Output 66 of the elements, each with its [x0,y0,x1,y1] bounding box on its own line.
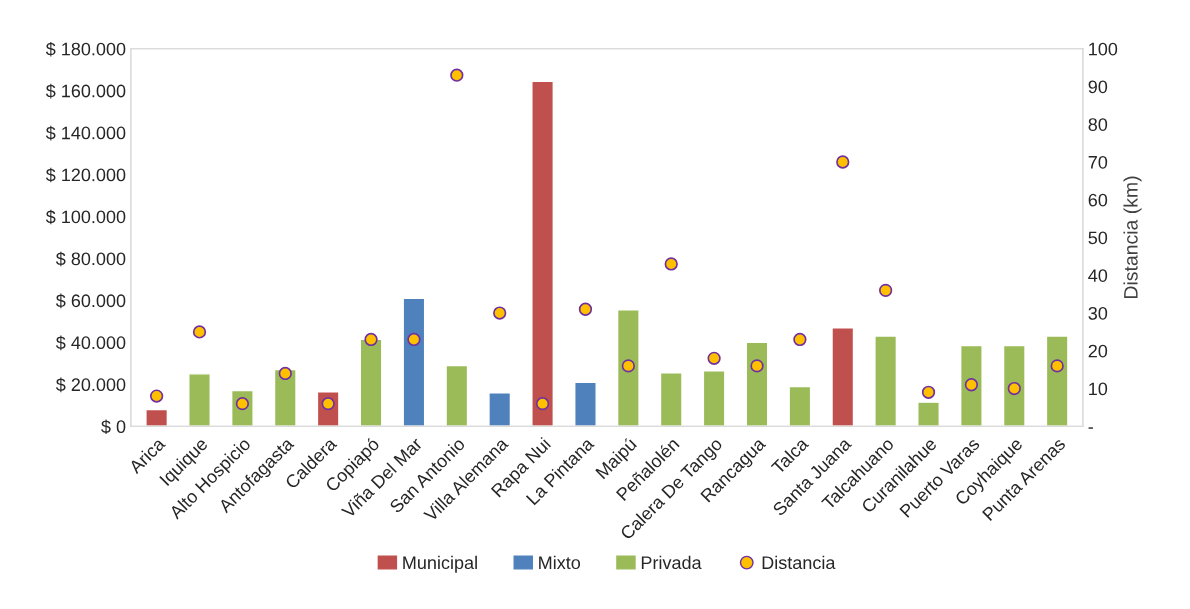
point [450,68,464,82]
y-tick-label: $ 140.000 [45,125,126,141]
bar [831,327,855,427]
point [964,378,979,392]
point [836,155,850,169]
bar [874,335,898,427]
bar [145,408,169,427]
y-tick-label: $ 60.000 [55,293,126,309]
y-tick-label: $ 80.000 [55,251,126,267]
point [793,332,807,347]
point [278,366,292,381]
point [578,302,593,316]
y2-tick-label: 100 [1089,42,1118,56]
point [1007,381,1021,396]
y2-tick-label: 60 [1088,193,1108,207]
y-tick-label: $ 160.000 [45,83,126,99]
point [921,385,936,399]
legend-label: Mixto [539,555,581,570]
point [364,332,378,347]
bar [359,338,383,427]
bar [659,372,683,427]
y2-tick-label: - [1088,427,1093,429]
y2-tick-label: 80 [1088,118,1108,131]
bar [488,392,512,427]
bar [788,385,812,427]
bar [917,401,940,427]
y2-tick-label: 30 [1088,306,1108,320]
point [878,283,893,298]
y-tick-label: $ 100.000 [45,209,126,225]
y2-tick-label: 40 [1088,269,1108,282]
y2-axis-title: Distancia (km) [1123,176,1142,299]
bar [273,368,297,427]
bar [616,309,640,427]
legend-label: Distancia [762,555,836,570]
bar [402,297,426,427]
point [535,397,550,411]
y2-tick-label: 10 [1089,382,1108,396]
y-tick-label: $ 120.000 [45,167,126,183]
bar [959,344,983,427]
y-tick-label: $ 0 [101,419,126,435]
bar [188,373,211,427]
bar [745,341,769,427]
y-tick-label: $ 40.000 [55,335,126,351]
y2-tick-label: 70 [1088,155,1108,169]
point [407,332,421,347]
legend-label: Municipal [403,555,477,573]
y2-tick-label: 20 [1088,344,1108,358]
point [750,359,764,373]
point [621,359,635,373]
bar [574,381,597,427]
legend-label: Privada [641,555,702,570]
bar [1045,335,1069,427]
point [664,257,678,271]
point [493,306,507,320]
point [149,389,164,403]
point [1050,359,1064,373]
y-tick-label: $ 180.000 [45,41,126,57]
y2-tick-label: 90 [1088,80,1108,94]
bar [1002,344,1026,427]
point [707,351,721,365]
bar [445,364,469,427]
y-tick-label: $ 20.000 [55,377,126,393]
point [192,325,207,339]
y2-tick-label: 50 [1088,231,1108,245]
bar [702,370,726,427]
bar [531,80,554,427]
